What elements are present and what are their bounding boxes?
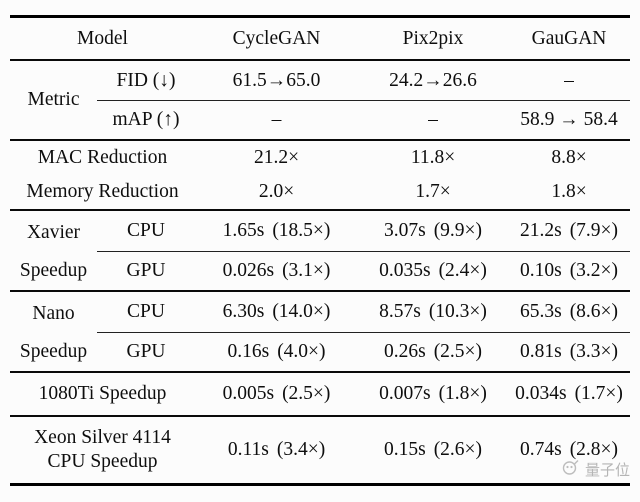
nano-cpu-cyclegan: 6.30s (14.0×): [195, 290, 359, 333]
xavier-gpu-cyclegan: 0.026s (3.1×): [222, 260, 331, 281]
nano-cpu-label: CPU: [97, 290, 196, 333]
xavier-gpu-gaugan: 0.10s (3.2×): [519, 260, 619, 281]
nano-group-line1: Nano: [32, 302, 75, 324]
map-pix2pix: –: [428, 109, 438, 130]
row-xeon: Xeon Silver 4114 CPU Speedup 0.11s (3.4×)…: [10, 415, 631, 485]
results-table: Model CycleGAN Pix2pix GauGAN Metric FID…: [10, 15, 631, 486]
xavier-cpu-label: CPU: [97, 209, 196, 252]
xeon-gaugan: 0.74s (2.8×): [508, 415, 631, 485]
memory-label: Memory Reduction: [26, 181, 179, 202]
header-gaugan: GauGAN: [508, 16, 631, 61]
mac-label: MAC Reduction: [10, 139, 196, 175]
row-memory-reduction: Memory Reduction 2.0× 1.7× 1.8×: [10, 175, 630, 210]
xavier-cpu-cyclegan: 1.65s (18.5×): [195, 209, 359, 252]
xavier-cpu-gaugan: 21.2s (7.9×): [508, 209, 631, 252]
metric-group-label: Metric: [27, 89, 80, 110]
header-model: Model: [10, 16, 196, 61]
xavier-group-line2: Speedup: [19, 259, 88, 281]
mac-cyclegan: 21.2×: [195, 139, 359, 175]
watermark-text: 量子位: [584, 461, 630, 479]
map-label: mAP (↑): [112, 109, 180, 130]
row-nano-gpu: GPU 0.16s (4.0×) 0.26s (2.5×) 0.81s (3.3×): [10, 333, 630, 373]
row-1080ti: 1080Ti Speedup 0.005s (2.5×) 0.007s (1.8×)…: [10, 371, 631, 416]
1080ti-pix2pix: 0.007s (1.8×): [358, 371, 509, 416]
xavier-group-label: Xavier Speedup: [10, 209, 97, 291]
fid-cyclegan: 61.5→65.0: [195, 60, 359, 101]
row-xavier-cpu: Xavier Speedup CPU 1.65s (18.5×) 3.07s (9.…: [10, 209, 631, 291]
row-xavier-gpu: GPU 0.026s (3.1×) 0.035s (2.4×) 0.10s (3.2×…: [10, 252, 630, 292]
1080ti-cyclegan: 0.005s (2.5×): [195, 371, 359, 416]
memory-pix2pix: 1.7×: [415, 181, 451, 202]
mac-gaugan: 8.8×: [508, 139, 631, 175]
nano-gpu-gaugan: 0.81s (3.3×): [519, 341, 619, 362]
nano-gpu-label: GPU: [126, 341, 166, 362]
map-gaugan: 58.9 → 58.4: [520, 109, 618, 130]
qbitai-logo-icon: [561, 458, 581, 480]
map-cyclegan: –: [271, 109, 282, 130]
fid-gaugan: –: [508, 60, 631, 101]
memory-gaugan: 1.8×: [551, 181, 587, 202]
watermark: 量子位: [561, 458, 630, 480]
1080ti-gaugan: 0.034s (1.7×): [508, 371, 631, 416]
results-table-wrap: Model CycleGAN Pix2pix GauGAN Metric FID…: [10, 15, 631, 486]
header-cyclegan: CycleGAN: [195, 16, 359, 61]
nano-gpu-cyclegan: 0.16s (4.0×): [227, 341, 326, 362]
row-nano-cpu: Nano Speedup CPU 6.30s (14.0×) 8.57s (10.3…: [10, 290, 631, 372]
xavier-cpu-pix2pix: 3.07s (9.9×): [358, 209, 509, 252]
nano-cpu-pix2pix: 8.57s (10.3×): [358, 290, 509, 333]
header-pix2pix: Pix2pix: [358, 16, 509, 61]
xeon-pix2pix: 0.15s (2.6×): [358, 415, 509, 485]
row-fid: Metric FID (↓) 61.5→65.0 24.2→26.6 –: [10, 60, 631, 110]
xavier-gpu-pix2pix: 0.035s (2.4×): [379, 260, 487, 281]
memory-cyclegan: 2.0×: [258, 181, 295, 202]
xeon-label-line1: Xeon Silver 4114: [34, 426, 171, 448]
xavier-group-line1: Xavier: [26, 221, 81, 243]
nano-group-line2: Speedup: [19, 340, 88, 362]
xeon-label-line2: CPU Speedup: [47, 451, 158, 472]
xeon-label: Xeon Silver 4114 CPU Speedup: [10, 415, 196, 485]
nano-group-label: Nano Speedup: [10, 290, 97, 372]
xeon-cyclegan: 0.11s (3.4×): [195, 415, 359, 485]
xavier-gpu-label: GPU: [126, 260, 166, 281]
mac-pix2pix: 11.8×: [358, 139, 509, 175]
fid-pix2pix: 24.2→26.6: [358, 60, 509, 101]
nano-cpu-gaugan: 65.3s (8.6×): [508, 290, 631, 333]
header-row: Model CycleGAN Pix2pix GauGAN: [10, 16, 631, 61]
fid-label: FID (↓): [97, 60, 196, 101]
nano-gpu-pix2pix: 0.26s (2.5×): [383, 341, 483, 362]
row-mac-reduction: MAC Reduction 21.2× 11.8× 8.8×: [10, 139, 631, 175]
1080ti-label: 1080Ti Speedup: [10, 371, 196, 416]
row-map: mAP (↑) – – 58.9 → 58.4: [10, 101, 630, 141]
